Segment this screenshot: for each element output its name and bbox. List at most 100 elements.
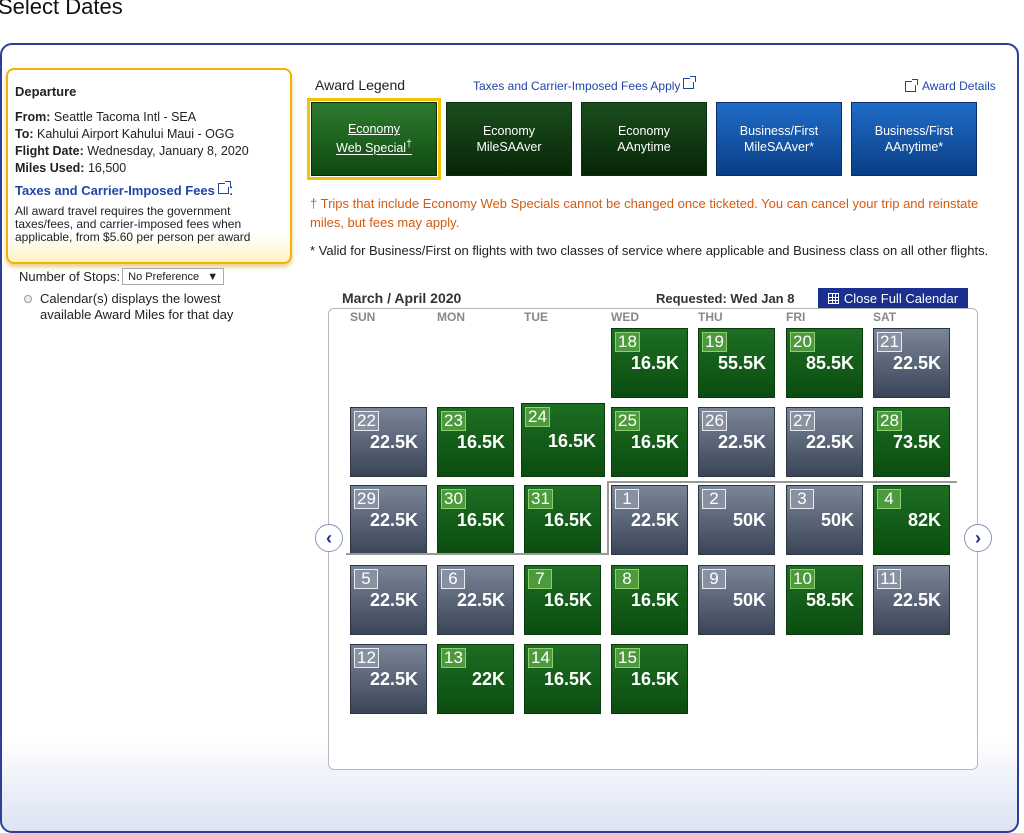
legend-line2: MileSAAver <box>476 140 542 154</box>
from-value: Seattle Tacoma Intl - SEA <box>53 110 197 124</box>
calendar-day-cell[interactable]: 18 16.5K <box>611 328 688 398</box>
month-divider <box>346 553 609 555</box>
award-miles: 85.5K <box>805 353 854 373</box>
day-number: 4 <box>877 489 901 509</box>
legend-line1: Economy <box>617 124 671 138</box>
calendar-day-cell[interactable]: 8 16.5K <box>611 565 688 635</box>
legend-business-milesaaver[interactable]: Business/First MileSAAver* <box>716 102 842 176</box>
calendar-day-cell[interactable]: 30 16.5K <box>437 485 514 555</box>
day-number: 11 <box>877 569 901 589</box>
day-number: 31 <box>528 489 553 509</box>
legend-economy-milesaaver[interactable]: Economy MileSAAver <box>446 102 572 176</box>
day-of-week-header: WED <box>611 310 639 324</box>
legend-line2-text: Web Special <box>336 141 407 156</box>
day-number: 8 <box>615 569 639 589</box>
award-miles: 22K <box>471 669 505 689</box>
calendar-day-cell[interactable]: 12 22.5K <box>350 644 427 714</box>
calendar-day-cell[interactable]: 25 16.5K <box>611 407 688 477</box>
legend-economy-web-special[interactable]: Economy Web Special† <box>307 98 441 180</box>
day-number: 23 <box>441 411 466 431</box>
taxes-colon: : <box>228 182 234 199</box>
close-calendar-label: Close Full Calendar <box>843 290 959 306</box>
legend-line1: Economy <box>482 124 536 138</box>
award-miles: 16.5K <box>630 432 679 452</box>
previous-week-button[interactable]: ‹ <box>315 524 343 552</box>
day-of-week-header: SUN <box>350 310 376 324</box>
calendar-day-cell[interactable]: 24 16.5K <box>521 403 605 477</box>
award-miles: 22.5K <box>892 353 941 373</box>
award-miles: 50K <box>820 510 854 530</box>
page-title: Select Dates <box>0 0 123 19</box>
day-of-week-header: TUE <box>524 310 548 324</box>
calendar-day-cell[interactable]: 7 16.5K <box>524 565 601 635</box>
award-miles: 22.5K <box>369 669 418 689</box>
calendar-day-cell[interactable]: 4 82K <box>873 485 950 555</box>
calendar-day-cell[interactable]: 3 50K <box>786 485 863 555</box>
departure-summary: Departure From: Seattle Tacoma Intl - SE… <box>6 68 292 264</box>
calendar-day-cell[interactable]: 23 16.5K <box>437 407 514 477</box>
fees-apply-text: Taxes and Carrier-Imposed Fees Apply <box>473 79 681 93</box>
calendar-day-cell[interactable]: 2 50K <box>698 485 775 555</box>
close-full-calendar-button[interactable]: Close Full Calendar <box>818 288 968 308</box>
calendar-day-cell[interactable]: 5 22.5K <box>350 565 427 635</box>
calendar-day-cell[interactable]: 26 22.5K <box>698 407 775 477</box>
calendar-day-cell[interactable]: 1 22.5K <box>611 485 688 555</box>
day-number: 20 <box>790 332 815 352</box>
award-miles: 22.5K <box>369 510 418 530</box>
day-number: 5 <box>354 569 378 589</box>
calendar-day-cell[interactable]: 20 85.5K <box>786 328 863 398</box>
calendar-day-cell[interactable]: 27 22.5K <box>786 407 863 477</box>
award-miles: 22.5K <box>369 590 418 610</box>
dropdown-arrow-icon: ▼ <box>207 270 219 283</box>
day-number: 27 <box>790 411 815 431</box>
legend-line2: MileSAAver* <box>744 140 814 154</box>
award-miles: 22.5K <box>456 590 505 610</box>
calendar-day-cell[interactable]: 11 22.5K <box>873 565 950 635</box>
award-miles: 16.5K <box>547 431 596 451</box>
legend-business-aanytime[interactable]: Business/First AAnytime* <box>851 102 977 176</box>
to-label: To: <box>15 127 34 141</box>
calendar-day-cell[interactable]: 31 16.5K <box>524 485 601 555</box>
calendar-day-cell[interactable]: 28 73.5K <box>873 407 950 477</box>
departure-title: Departure <box>15 84 77 99</box>
fees-apply-link[interactable]: Taxes and Carrier-Imposed Fees Apply <box>473 76 697 93</box>
award-miles: 55.5K <box>717 353 766 373</box>
calendar-day-cell[interactable]: 29 22.5K <box>350 485 427 555</box>
award-details-link[interactable]: Award Details <box>905 78 996 93</box>
calendar-day-cell[interactable]: 13 22K <box>437 644 514 714</box>
calendar-day-cell[interactable]: 15 16.5K <box>611 644 688 714</box>
business-first-note: * Valid for Business/First on flights wi… <box>310 243 989 258</box>
calendar-day-cell[interactable]: 6 22.5K <box>437 565 514 635</box>
legend-economy-aanytime[interactable]: Economy AAnytime <box>581 102 707 176</box>
taxes-note: All award travel requires the government… <box>15 204 251 244</box>
award-miles: 16.5K <box>543 510 592 530</box>
calendar-note-text: Calendar(s) displays the lowest availabl… <box>40 291 234 322</box>
day-number: 24 <box>525 407 550 427</box>
day-number: 7 <box>528 569 552 589</box>
day-number: 28 <box>877 411 902 431</box>
stops-label: Number of Stops: <box>19 269 121 284</box>
calendar-day-cell[interactable]: 22 22.5K <box>350 407 427 477</box>
calendar-day-cell[interactable]: 21 22.5K <box>873 328 950 398</box>
external-link-icon <box>905 78 918 92</box>
calendar-day-cell[interactable]: 14 16.5K <box>524 644 601 714</box>
external-link-icon <box>217 181 231 194</box>
legend-line2: AAnytime* <box>884 140 944 154</box>
award-details-text: Award Details <box>922 79 996 93</box>
calendar-day-cell[interactable]: 10 58.5K <box>786 565 863 635</box>
next-week-button[interactable]: › <box>964 524 992 552</box>
taxes-fees-link[interactable]: Taxes and Carrier-Imposed Fees <box>15 181 231 198</box>
stops-select[interactable]: No Preference ▼ <box>122 268 225 285</box>
calendar-day-cell[interactable]: 9 50K <box>698 565 775 635</box>
date-label: Flight Date: <box>15 144 84 158</box>
legend-line1: Economy <box>347 122 401 137</box>
day-number: 10 <box>790 569 815 589</box>
calendar-note: Calendar(s) displays the lowest availabl… <box>24 291 270 323</box>
day-of-week-header: FRI <box>786 310 806 324</box>
day-number: 30 <box>441 489 466 509</box>
day-of-week-header: SAT <box>873 310 897 324</box>
number-of-stops: Number of Stops: No Preference ▼ <box>19 268 225 285</box>
calendar-day-cell[interactable]: 19 55.5K <box>698 328 775 398</box>
day-number: 14 <box>528 648 553 668</box>
chevron-right-icon: › <box>975 527 981 548</box>
